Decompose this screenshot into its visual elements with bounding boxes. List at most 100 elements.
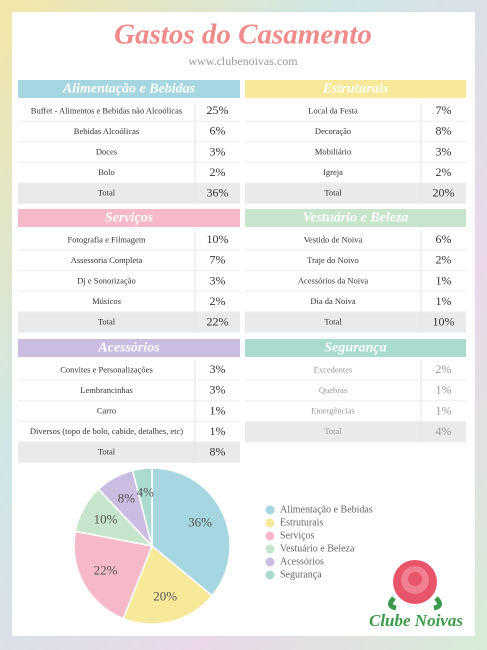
logo: Clube Noivas [369, 560, 463, 630]
section-header [245, 339, 466, 357]
pie-slice [73, 530, 154, 620]
total-row [245, 183, 466, 203]
slice-label: 22% [94, 563, 118, 578]
slice-label: 4% [137, 484, 155, 499]
pie-slice [122, 544, 214, 625]
section-header [18, 80, 240, 98]
section-header [18, 209, 240, 227]
item-label: Convites e Personalizações [60, 364, 153, 374]
total-label: Total [98, 447, 116, 457]
item-label: Músicos [92, 296, 121, 306]
item-percent: 1% [210, 403, 226, 417]
total-label: Total [98, 317, 116, 327]
item-label: Local da Festa [308, 105, 358, 115]
total-label: Total [324, 426, 342, 436]
total-label: Total [98, 188, 116, 198]
legend-label: Acessórios [280, 556, 324, 567]
item-percent: 7% [436, 103, 452, 117]
item-label: Assessoria Completa [71, 255, 143, 265]
item-percent: 1% [436, 383, 452, 397]
item-percent: 3% [210, 362, 226, 376]
item-percent: 6% [210, 124, 226, 138]
item-label: Emergências [311, 405, 355, 415]
total-percent: 10% [433, 314, 455, 328]
item-label: Vestido de Noiva [304, 234, 363, 244]
item-label: Buffet - Alimentos e Bebidas não Alcoóli… [31, 105, 182, 115]
item-percent: 3% [210, 273, 226, 287]
total-label: Total [324, 188, 342, 198]
section-title: Acessórios [97, 341, 160, 356]
section-header [245, 209, 466, 227]
item-label: Dj e Sonorização [77, 275, 136, 285]
section-header [245, 80, 466, 98]
item-percent: 2% [436, 362, 452, 376]
section-title: Estruturais [322, 82, 389, 97]
slice-label: 10% [94, 511, 118, 526]
legend-label: Vestuário e Beleza [280, 543, 355, 554]
total-percent: 20% [433, 185, 455, 199]
item-percent: 3% [210, 144, 226, 158]
item-label: Bolo [98, 167, 115, 177]
item-percent: 2% [210, 165, 226, 179]
item-label: Carro [97, 405, 116, 415]
total-percent: 8% [210, 444, 226, 458]
item-label: Quebras [319, 385, 347, 395]
total-row [18, 442, 240, 462]
item-label: Diversos (topo de bolo, cabide, detalhes… [30, 426, 183, 436]
section-header [18, 339, 240, 357]
logo-text: Clube Noivas [369, 611, 463, 630]
pie-slice [151, 467, 231, 597]
total-percent: 36% [207, 185, 229, 199]
total-row [18, 312, 240, 332]
item-percent: 8% [436, 124, 452, 138]
total-row [245, 421, 466, 442]
total-row [245, 312, 466, 332]
item-percent: 25% [207, 103, 229, 117]
item-percent: 3% [210, 383, 226, 397]
slice-label: 8% [118, 491, 136, 506]
item-percent: 1% [436, 273, 452, 287]
item-label: Traje do Noivo [307, 255, 359, 265]
legend-label: Estruturais [280, 517, 323, 528]
legend-swatch [265, 518, 275, 528]
total-row [18, 183, 240, 203]
item-label: Bebidas Alcoólicas [74, 126, 139, 136]
total-label: Total [324, 317, 342, 327]
item-percent: 1% [436, 294, 452, 308]
legend-label: Alimentação e Bebidas [280, 504, 373, 515]
section-title: Segurança [324, 341, 386, 356]
legend-swatch [265, 544, 275, 554]
legend-swatch [265, 505, 275, 515]
item-percent: 1% [436, 403, 452, 417]
item-label: Fotografia e Filmagem [68, 234, 146, 244]
item-label: Lembrancinhas [80, 385, 132, 395]
item-label: Igreja [323, 167, 343, 177]
item-percent: 1% [210, 424, 226, 438]
total-percent: 4% [436, 424, 452, 438]
website: www.clubenoivas.com [188, 54, 298, 68]
item-percent: 2% [436, 165, 452, 179]
item-percent: 6% [436, 232, 452, 246]
item-label: Dia da Noiva [310, 296, 356, 306]
legend-swatch [265, 557, 275, 567]
legend-label: Segurança [280, 569, 322, 580]
item-label: Excedentes [314, 364, 353, 374]
legend-swatch [265, 531, 275, 541]
item-percent: 2% [210, 294, 226, 308]
item-percent: 3% [436, 144, 452, 158]
pie-slice [131, 467, 153, 547]
legend-swatch [265, 570, 275, 580]
item-percent: 2% [436, 253, 452, 267]
item-label: Acessórios da Noiva [298, 275, 369, 285]
item-label: Doces [96, 146, 117, 156]
item-percent: 10% [207, 232, 229, 246]
item-label: Mobiliário [315, 146, 351, 156]
item-percent: 7% [210, 253, 226, 267]
section-title: Vestuário e Beleza [303, 211, 409, 226]
legend-label: Serviços [280, 530, 315, 541]
section-title: Serviços [105, 211, 154, 226]
title: Gastos do Casamento [114, 19, 372, 51]
item-label: Decoração [315, 126, 351, 136]
